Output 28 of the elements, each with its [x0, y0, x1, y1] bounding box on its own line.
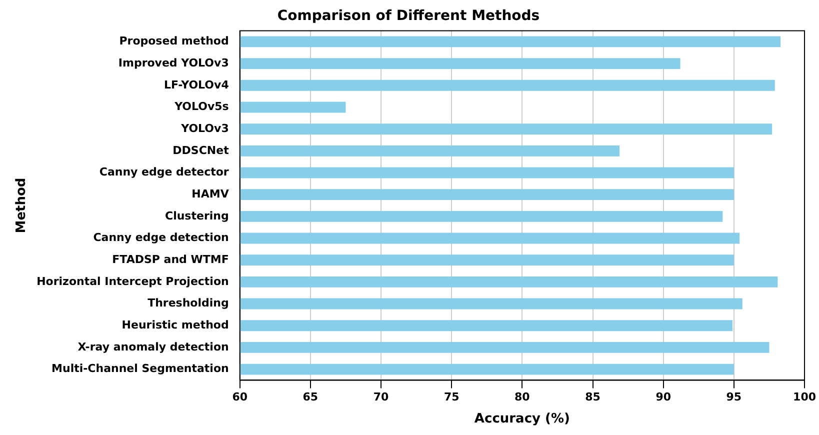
- y-tick-label: Multi-Channel Segmentation: [52, 362, 229, 376]
- chart-title: Comparison of Different Methods: [277, 8, 540, 24]
- y-tick-label: YOLOv5s: [174, 100, 230, 114]
- y-tick-label: Horizontal Intercept Projection: [36, 274, 229, 288]
- x-tick-label: 100: [793, 390, 816, 404]
- x-tick-label: 65: [302, 390, 318, 404]
- y-tick-label: Heuristic method: [122, 318, 229, 332]
- x-tick-label: 90: [656, 390, 672, 404]
- x-tick-label: 60: [232, 390, 248, 404]
- y-tick-label: HAMV: [192, 187, 230, 200]
- y-tick-label: Canny edge detection: [93, 231, 229, 244]
- y-tick-label: Thresholding: [148, 296, 229, 310]
- x-tick-label: 80: [514, 390, 530, 404]
- x-axis-title: Accuracy (%): [474, 412, 570, 427]
- y-tick-label: Canny edge detector: [99, 166, 230, 179]
- y-tick-label: Improved YOLOv3: [118, 56, 229, 70]
- y-axis-title: Method: [14, 178, 30, 234]
- y-tick-label: FTADSP and WTMF: [112, 252, 229, 266]
- y-tick-label: Clustering: [165, 209, 229, 222]
- y-tick-label: Proposed method: [119, 34, 229, 48]
- y-tick-label: YOLOv3: [180, 122, 229, 135]
- x-tick-label: 75: [444, 390, 460, 404]
- x-tick-label: 70: [373, 390, 390, 404]
- x-tick-label: 95: [726, 390, 742, 404]
- y-tick-label: LF-YOLOv4: [164, 78, 230, 92]
- y-tick-label: DDSCNet: [172, 144, 229, 157]
- y-tick-label: X-ray anomaly detection: [78, 340, 229, 354]
- x-tick-label: 85: [585, 390, 600, 404]
